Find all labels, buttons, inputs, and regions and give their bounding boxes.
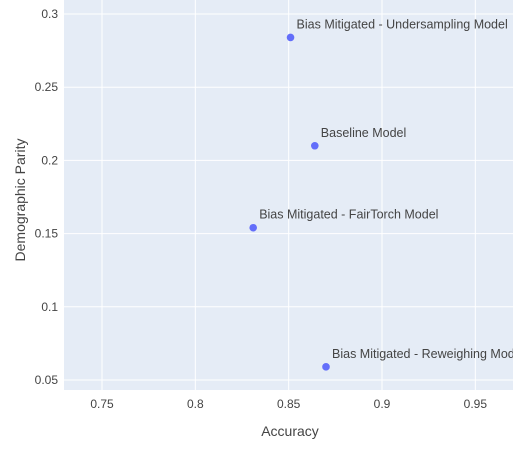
x-tick-label: 0.9 [374, 397, 391, 411]
x-tick-label: 0.95 [464, 397, 488, 411]
data-point [322, 363, 330, 371]
x-tick-label: 0.8 [187, 397, 204, 411]
data-point [249, 223, 257, 232]
x-axis-ticks: 0.75 0.8 0.85 0.9 0.95 [90, 397, 487, 411]
y-tick-label: 0.25 [35, 80, 59, 94]
data-point [286, 33, 295, 42]
y-tick-label: 0.05 [35, 373, 59, 387]
data-point-label: Bias Mitigated - FairTorch Model [259, 208, 438, 222]
data-point [311, 141, 319, 150]
data-point-label: Baseline Model [321, 126, 406, 140]
y-tick-label: 0.15 [35, 227, 59, 241]
y-tick-label: 0.1 [41, 300, 58, 314]
y-axis-title: Demographic Parity [12, 139, 28, 262]
data-point-label: Bias Mitigated - Reweighing Model [332, 347, 524, 361]
y-tick-label: 0.3 [41, 7, 58, 21]
grid-lines [64, 0, 513, 390]
data-points: Baseline Model Bias Mitigated - Undersamp… [249, 17, 524, 371]
x-tick-label: 0.85 [277, 397, 301, 411]
data-point-label: Bias Mitigated - Undersampling Model [297, 17, 508, 31]
x-axis-title: Accuracy [261, 423, 319, 439]
x-tick-label: 0.75 [90, 397, 114, 411]
y-axis-ticks: 0.05 0.1 0.15 0.2 0.25 0.3 [35, 7, 59, 387]
y-tick-label: 0.2 [41, 153, 58, 167]
